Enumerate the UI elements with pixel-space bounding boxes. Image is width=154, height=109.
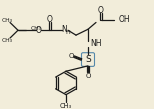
Text: S: S — [85, 55, 91, 64]
FancyBboxPatch shape — [81, 53, 95, 66]
Text: CH₃: CH₃ — [2, 18, 13, 23]
Text: O: O — [36, 26, 41, 35]
Text: NH: NH — [90, 39, 101, 48]
Text: O: O — [85, 73, 91, 79]
Text: CH₃: CH₃ — [31, 26, 42, 31]
Text: O: O — [98, 6, 104, 15]
Text: CH₃: CH₃ — [2, 37, 13, 43]
Text: N: N — [61, 25, 67, 34]
Text: O: O — [68, 53, 74, 59]
Text: CH₃: CH₃ — [60, 103, 72, 109]
Text: H: H — [65, 30, 70, 35]
Text: O: O — [47, 15, 53, 24]
Text: OH: OH — [119, 15, 131, 24]
